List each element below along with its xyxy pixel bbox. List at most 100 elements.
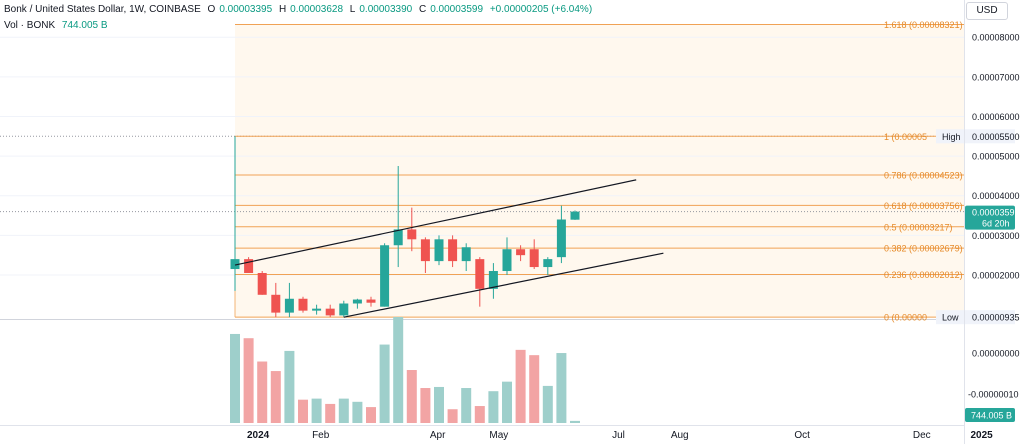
candle-body [366,299,376,303]
volume-bar [270,371,281,423]
low-tag-bg [936,310,964,325]
volume-bar [420,388,431,423]
volume-bar [447,409,458,423]
volume-bar [352,401,363,423]
x-tick-label: 2024 [247,430,270,441]
volume-bar [502,381,512,423]
volume-badge-value: 744.005 B [971,411,1012,421]
low-tag-label: Low [942,313,959,323]
close-label: C [418,4,427,15]
volume-badge [965,408,1015,422]
fib-level-label: 0.236 (0.00002012) [884,270,963,280]
volume-bar [311,398,322,423]
volume-bar [257,361,268,423]
volume-bar [556,353,567,423]
volume-bar [338,398,349,423]
volume-legend: Vol · BONK 744.005 B [4,20,112,31]
volume-bar [474,406,485,423]
high-tag-label: High [942,132,961,142]
candle-body [461,247,471,262]
x-tick-label: Dec [913,430,931,441]
y-tick-label: 0.00005000 [972,152,1020,162]
candle-body [339,303,349,316]
fib-level-label: 1 (0.00005 [884,132,927,142]
x-tick-label: Aug [671,430,689,441]
x-tick-label: May [489,430,508,441]
candle-body [325,308,335,316]
candle-body [516,249,526,256]
volume-bar [406,370,417,423]
fib-level-label: 0 (0.00000 [884,313,927,323]
candle-body [284,298,294,313]
volume-bar [243,338,254,423]
fib-level-label: 1.618 (0.00008321) [884,20,963,30]
candle-body [393,229,403,246]
volume-label: Vol · BONK [4,20,56,31]
volume-bar [570,420,580,423]
open-value: 0.00003395 [219,4,273,15]
candle-body [352,299,362,304]
y-tick-label: 0.00004000 [972,191,1020,201]
candle-body [420,239,430,262]
volume-value: 744.005 B [61,20,108,31]
candle-body [475,259,485,289]
low-value: 0.00003390 [359,4,413,15]
volume-bar [529,355,540,423]
high-tag-bg [936,129,964,144]
y-tick-label: 0.00002000 [972,270,1020,280]
candle-body [570,211,580,220]
symbol-title: Bonk / United States Dollar, 1W, COINBAS… [4,4,201,15]
volume-bar [515,349,526,423]
volume-bar [298,399,308,423]
high-value-bg [965,129,1015,144]
last-price-badge [965,205,1015,230]
y-tick-label: 0.00007000 [972,72,1020,82]
chart-legend: Bonk / United States Dollar, 1W, COINBAS… [4,4,596,15]
candle-body [244,259,254,273]
candle-body [312,308,322,311]
candle-body [298,298,308,311]
close-value: 0.00003599 [430,4,484,15]
volume-bar [230,333,240,423]
candle-body [543,259,553,268]
y-tick-label: 0.00008000 [972,33,1020,43]
countdown-value: 6d 20h [982,219,1010,229]
candle-body [380,245,390,307]
volume-bar [542,385,553,423]
x-tick-label: 2025 [971,430,994,441]
low-label: L [349,4,356,15]
channel-lower-line [343,252,664,318]
volume-bar [488,391,499,423]
low-value-label: 0.00000935 [972,313,1020,323]
candle-body [556,219,566,258]
x-tick-label: Jul [612,430,625,441]
channel-upper-line [234,179,637,266]
fib-zone [235,24,964,318]
volume-bar [325,403,336,423]
volume-bar [284,350,295,423]
volume-bar [461,388,472,423]
open-label: O [207,4,216,15]
fib-level-label: 0.618 (0.00003756) [884,201,963,211]
candle-body [502,249,512,272]
last-price-value: 0.00003599 [972,208,1020,218]
candle-body [434,239,444,262]
high-value-label: 0.00005500 [972,132,1020,142]
x-tick-label: Oct [794,430,810,441]
volume-bar [366,407,376,423]
x-tick-label: Feb [312,430,330,441]
candle-body [529,249,539,268]
high-value: 0.00003628 [290,4,344,15]
volume-bar [434,386,444,423]
high-label: H [278,4,287,15]
low-value-bg [965,310,1015,325]
volume-bar [393,317,404,423]
currency-button[interactable]: USD [966,2,1008,20]
candle-body [407,229,417,240]
candle-body [230,259,240,270]
vol-tick-label: 0.00000000 [972,349,1020,359]
candle-body [448,239,458,262]
fib-level-label: 0.5 (0.00003217) [884,222,953,232]
x-tick-label: Apr [430,430,446,441]
